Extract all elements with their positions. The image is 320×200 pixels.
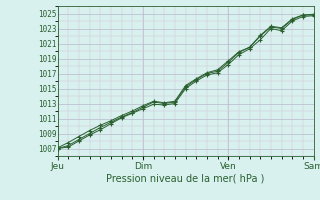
X-axis label: Pression niveau de la mer( hPa ): Pression niveau de la mer( hPa )	[107, 173, 265, 183]
